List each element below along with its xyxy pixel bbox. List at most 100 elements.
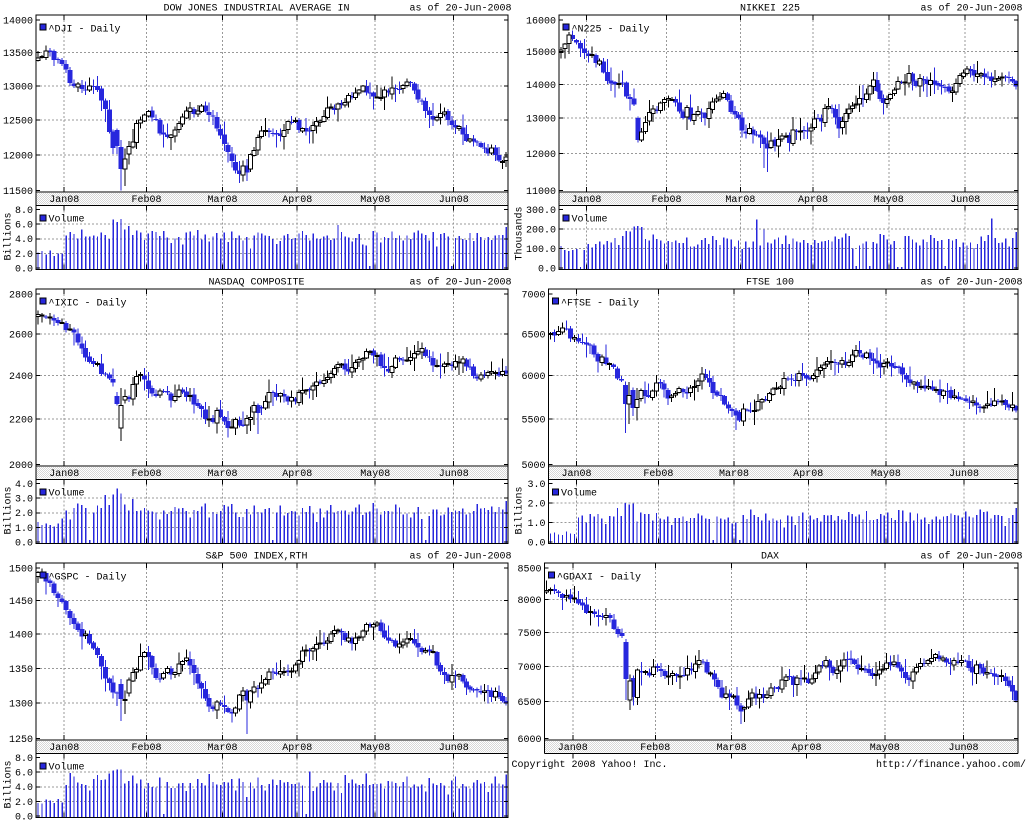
svg-text:6500: 6500 (517, 698, 541, 709)
svg-text:NASDAQ COMPOSITE: NASDAQ COMPOSITE (208, 278, 304, 289)
svg-text:Feb08: Feb08 (131, 468, 161, 480)
svg-text:as of 20-Jun-2008: as of 20-Jun-2008 (409, 551, 511, 563)
svg-text:4.0: 4.0 (15, 783, 33, 794)
svg-text:Mar08: Mar08 (207, 743, 237, 754)
svg-text:May08: May08 (360, 743, 390, 754)
svg-text:Feb08: Feb08 (131, 742, 161, 754)
svg-text:6.0: 6.0 (15, 221, 33, 232)
svg-text:May08: May08 (360, 469, 390, 480)
svg-text:Jan08: Jan08 (49, 743, 79, 754)
svg-text:Billions: Billions (3, 486, 15, 534)
svg-text:Apr08: Apr08 (282, 743, 312, 754)
svg-text:4.0: 4.0 (15, 480, 33, 491)
svg-text:as of 20-Jun-2008: as of 20-Jun-2008 (920, 551, 1022, 563)
svg-text:^GSPC - Daily: ^GSPC - Daily (49, 572, 127, 584)
svg-text:2.0: 2.0 (527, 500, 545, 511)
svg-text:Jan08: Jan08 (558, 743, 588, 754)
svg-text:^FTSE - Daily: ^FTSE - Daily (561, 298, 639, 310)
svg-text:1250: 1250 (9, 735, 33, 746)
svg-text:Apr08: Apr08 (793, 469, 823, 480)
svg-text:Feb08: Feb08 (651, 194, 681, 206)
svg-text:May08: May08 (870, 743, 900, 754)
svg-text:7500: 7500 (517, 629, 541, 640)
svg-text:May08: May08 (874, 195, 904, 206)
svg-text:1450: 1450 (9, 597, 33, 608)
svg-text:http://finance.yahoo.com/: http://finance.yahoo.com/ (876, 759, 1026, 771)
svg-text:Mar08: Mar08 (719, 469, 749, 480)
svg-text:Volume: Volume (49, 214, 85, 226)
svg-text:11000: 11000 (526, 187, 556, 198)
svg-text:8.0: 8.0 (15, 206, 33, 217)
svg-text:Jan08: Jan08 (561, 469, 591, 480)
svg-text:13000: 13000 (3, 83, 33, 94)
svg-text:Mar08: Mar08 (725, 195, 755, 206)
svg-text:NIKKEI 225: NIKKEI 225 (740, 4, 800, 15)
svg-text:6500: 6500 (521, 330, 545, 341)
svg-text:Billions: Billions (3, 212, 15, 260)
svg-text:8.0: 8.0 (15, 754, 33, 765)
svg-text:May08: May08 (360, 195, 390, 206)
svg-text:0.0: 0.0 (15, 265, 33, 276)
svg-text:^IXIC - Daily: ^IXIC - Daily (49, 298, 127, 310)
svg-text:14000: 14000 (3, 16, 33, 27)
svg-text:S&P 500 INDEX,RTH: S&P 500 INDEX,RTH (205, 552, 307, 563)
svg-text:Volume: Volume (49, 762, 85, 774)
svg-text:5000: 5000 (521, 461, 545, 472)
svg-text:8500: 8500 (517, 564, 541, 575)
svg-text:2000: 2000 (9, 461, 33, 472)
svg-text:3.0: 3.0 (527, 480, 545, 491)
svg-text:Jan08: Jan08 (571, 195, 601, 206)
svg-text:2.0: 2.0 (15, 509, 33, 520)
svg-text:1.0: 1.0 (15, 524, 33, 535)
svg-text:3.0: 3.0 (15, 495, 33, 506)
svg-text:0.0: 0.0 (15, 539, 33, 550)
svg-text:7000: 7000 (517, 663, 541, 674)
svg-text:1350: 1350 (9, 665, 33, 676)
svg-text:13000: 13000 (526, 115, 556, 126)
svg-text:May08: May08 (871, 469, 901, 480)
svg-text:Jun08: Jun08 (439, 195, 469, 206)
svg-text:Jun08: Jun08 (439, 469, 469, 480)
svg-text:Feb08: Feb08 (131, 194, 161, 206)
svg-text:as of 20-Jun-2008: as of 20-Jun-2008 (920, 3, 1022, 15)
svg-text:Billions: Billions (514, 486, 526, 534)
svg-text:Feb08: Feb08 (643, 468, 673, 480)
svg-text:13500: 13500 (3, 49, 33, 60)
svg-text:Jun08: Jun08 (439, 743, 469, 754)
svg-text:1.0: 1.0 (527, 519, 545, 530)
svg-text:Apr08: Apr08 (798, 195, 828, 206)
svg-text:2800: 2800 (9, 290, 33, 301)
svg-text:100.0: 100.0 (526, 245, 556, 256)
svg-text:as of 20-Jun-2008: as of 20-Jun-2008 (409, 3, 511, 15)
svg-text:2600: 2600 (9, 330, 33, 341)
svg-text:Mar08: Mar08 (717, 743, 747, 754)
svg-text:12000: 12000 (526, 150, 556, 161)
svg-text:Apr08: Apr08 (791, 743, 821, 754)
svg-text:0.0: 0.0 (538, 265, 556, 276)
svg-text:Feb08: Feb08 (640, 742, 670, 754)
svg-text:4.0: 4.0 (15, 235, 33, 246)
svg-text:^GDAXI - Daily: ^GDAXI - Daily (557, 572, 641, 584)
svg-text:8000: 8000 (517, 596, 541, 607)
svg-text:2.0: 2.0 (15, 250, 33, 261)
svg-text:Billions: Billions (3, 760, 15, 808)
svg-text:1400: 1400 (9, 631, 33, 642)
svg-text:1500: 1500 (9, 564, 33, 575)
svg-text:Copyright 2008 Yahoo! Inc.: Copyright 2008 Yahoo! Inc. (512, 759, 668, 771)
svg-text:Apr08: Apr08 (282, 195, 312, 206)
svg-text:DAX: DAX (761, 552, 779, 563)
svg-text:0.0: 0.0 (527, 539, 545, 550)
svg-text:12500: 12500 (3, 117, 33, 128)
svg-text:Jan08: Jan08 (49, 469, 79, 480)
svg-text:^DJI - Daily: ^DJI - Daily (49, 24, 121, 36)
svg-text:16000: 16000 (526, 16, 556, 27)
svg-text:0.0: 0.0 (15, 813, 33, 822)
svg-text:1300: 1300 (9, 700, 33, 711)
svg-text:2400: 2400 (9, 372, 33, 383)
svg-text:as of 20-Jun-2008: as of 20-Jun-2008 (409, 277, 511, 289)
svg-text:7000: 7000 (521, 290, 545, 301)
svg-text:Mar08: Mar08 (207, 195, 237, 206)
svg-text:Volume: Volume (561, 488, 597, 500)
svg-text:6000: 6000 (521, 372, 545, 383)
svg-text:2200: 2200 (9, 415, 33, 426)
